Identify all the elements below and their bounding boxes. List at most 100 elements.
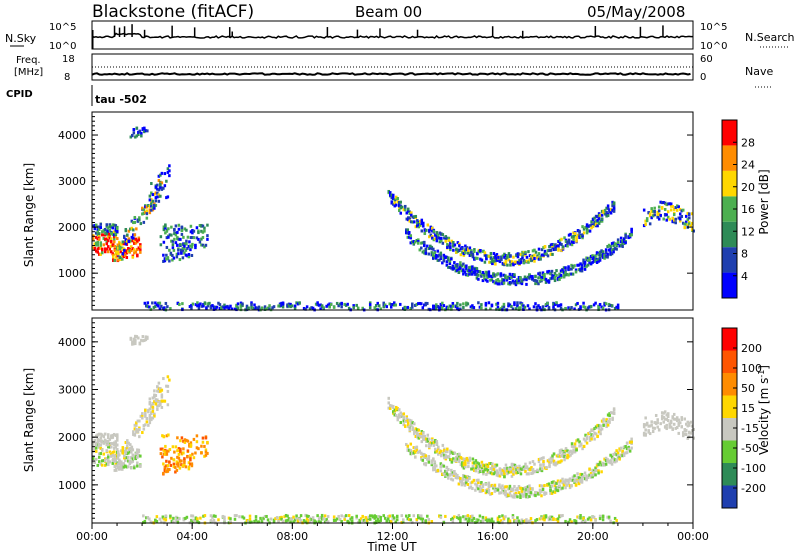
data-point [681,434,685,438]
data-point [442,464,446,468]
data-point [399,206,403,210]
data-point [177,248,180,252]
x-tick-label: 20:00 [577,530,609,543]
data-point [459,263,462,267]
data-point [570,451,574,455]
data-point [543,276,546,280]
data-point [439,302,443,306]
data-point [494,465,497,469]
data-point [99,452,103,456]
data-point [609,211,613,215]
data-point [474,488,477,492]
data-point [548,245,551,249]
data-point [141,212,144,216]
data-point [501,471,505,475]
data-point [560,454,563,458]
data-point [495,258,499,262]
data-point [444,239,448,243]
data-point [568,272,572,276]
data-point [558,272,561,276]
data-point [582,437,586,441]
data-point [580,473,584,477]
data-point [107,461,110,465]
data-point [108,232,112,236]
data-point [511,273,515,277]
data-point [439,515,443,519]
data-point [465,267,468,271]
data-point [132,430,135,434]
data-point [594,301,597,305]
data-point [160,405,164,409]
data-point [574,268,578,272]
data-point [488,462,491,466]
data-point [597,469,600,473]
data-point [571,475,575,479]
data-point [456,264,459,268]
data-point [536,468,539,472]
data-point [571,265,575,269]
data-point [393,303,396,307]
data-point [480,489,483,493]
data-point [180,463,183,467]
data-point [317,517,321,521]
data-point [429,225,433,229]
data-point [130,249,133,253]
data-point [498,484,501,488]
data-point [436,254,440,258]
data-point [547,279,551,283]
data-point [458,244,461,248]
data-point [592,471,596,475]
data-point [418,301,422,305]
data-point [421,517,425,521]
data-point [391,404,395,408]
data-point [421,241,425,245]
data-point [603,457,606,461]
data-point [528,461,532,465]
data-point [560,459,563,463]
data-point [160,520,163,524]
data-point [432,253,435,257]
data-point [116,243,120,247]
data-point [593,437,596,441]
data-point [458,249,461,253]
data-point [482,470,485,474]
data-point [678,421,682,425]
data-point [556,517,560,521]
data-point [510,275,513,279]
data-point [480,258,484,262]
data-point [417,241,420,245]
data-point [516,519,519,523]
data-point [432,238,436,242]
data-point [319,515,322,519]
data-point [585,223,589,227]
data-point [619,240,623,244]
data-point [597,305,600,309]
data-point [475,483,479,487]
data-point [163,399,167,403]
data-point [189,230,193,234]
data-point [610,455,614,459]
data-point [594,473,597,477]
data-point [671,416,674,420]
data-point [206,440,209,444]
data-point [98,442,101,446]
data-point [153,192,156,196]
data-point [666,202,670,206]
data-point [552,247,556,251]
data-point [654,413,658,417]
data-point [528,488,531,492]
data-point [599,428,602,432]
data-point [564,519,567,523]
data-point [325,518,328,522]
data-point [609,459,612,463]
data-point [475,267,479,271]
data-point [445,305,449,309]
data-point [399,204,403,208]
data-point [662,411,665,415]
data-point [420,514,423,518]
data-point [168,164,171,168]
data-point [136,455,139,459]
data-point [135,430,138,434]
data-point [481,271,485,275]
data-point [473,461,476,465]
